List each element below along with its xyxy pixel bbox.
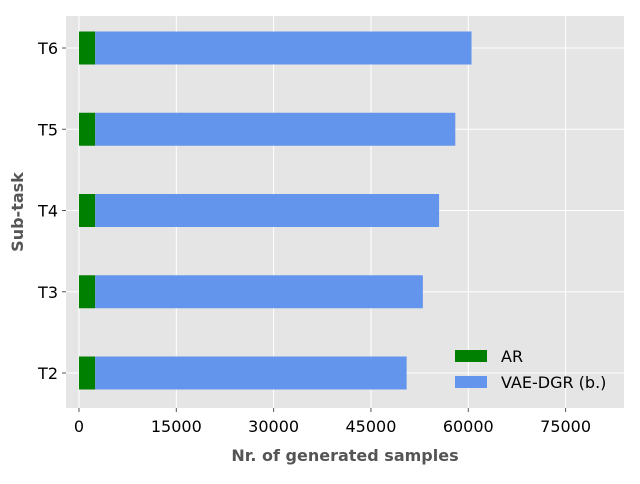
y-tick-label: T5: [37, 120, 58, 139]
bar-ar-t6: [78, 31, 96, 65]
legend-swatch: [455, 376, 487, 388]
legend-label: AR: [501, 347, 523, 366]
bar-ar-t5: [78, 112, 96, 146]
bars: [78, 31, 472, 390]
bar-ar-t4: [78, 194, 96, 227]
y-tick-label: T4: [37, 202, 58, 221]
x-tick-label: 75000: [540, 417, 591, 436]
bar-vae-dgr-b-t6: [95, 31, 472, 65]
bar-ar-t2: [78, 356, 96, 390]
bar-vae-dgr-b-t5: [95, 112, 456, 146]
legend: AR VAE-DGR (b.): [455, 347, 606, 392]
y-tick-label: T3: [37, 283, 58, 302]
y-axis-ticks: T2 T3 T4 T5 T6: [37, 39, 66, 383]
bar-vae-dgr-b-t4: [95, 194, 440, 227]
y-tick-label: T6: [37, 39, 58, 58]
x-axis-ticks: 0 15000 30000 45000 60000 75000: [74, 408, 591, 436]
x-tick-label: 30000: [248, 417, 299, 436]
bar-vae-dgr-b-t2: [95, 356, 407, 390]
legend-label: VAE-DGR (b.): [501, 373, 606, 392]
y-axis-label: Sub-task: [8, 172, 27, 252]
bar-ar-t3: [78, 275, 96, 309]
x-tick-label: 15000: [151, 417, 202, 436]
x-axis-label: Nr. of generated samples: [231, 446, 458, 465]
bar-vae-dgr-b-t3: [95, 275, 423, 309]
legend-swatch: [455, 350, 487, 362]
x-tick-label: 45000: [346, 417, 397, 436]
x-tick-label: 60000: [443, 417, 494, 436]
y-tick-label: T2: [37, 364, 58, 383]
x-tick-label: 0: [74, 417, 84, 436]
